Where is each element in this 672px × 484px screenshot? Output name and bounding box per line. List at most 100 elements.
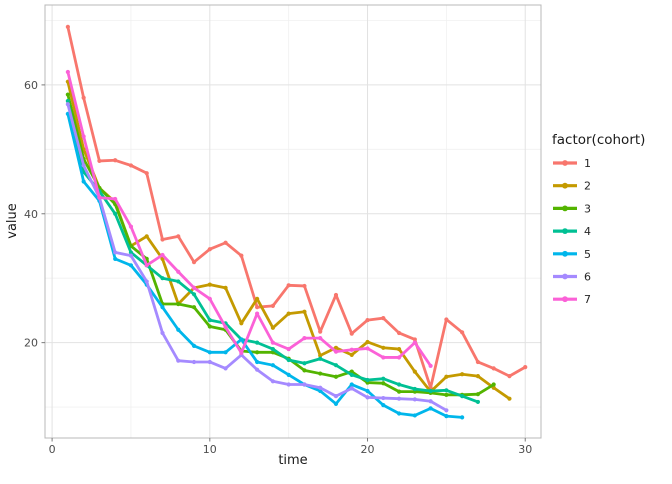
series-point-cohort-5 bbox=[223, 350, 228, 355]
series-point-cohort-4 bbox=[65, 98, 70, 104]
series-point-cohort-5 bbox=[128, 263, 134, 268]
series-point-cohort-1 bbox=[160, 237, 165, 242]
series-point-cohort-4 bbox=[113, 211, 118, 216]
series-point-cohort-5 bbox=[365, 388, 370, 394]
series-point-cohort-1 bbox=[97, 158, 102, 164]
panel-border bbox=[44, 4, 542, 439]
series-point-cohort-6 bbox=[128, 253, 134, 258]
series-point-cohort-7 bbox=[191, 285, 197, 290]
series-point-cohort-4 bbox=[176, 279, 181, 284]
series-point-cohort-1 bbox=[491, 366, 496, 371]
series-point-cohort-5 bbox=[396, 411, 402, 416]
series-point-cohort-2 bbox=[396, 346, 402, 352]
series-point-cohort-7 bbox=[128, 224, 134, 229]
series-point-cohort-6 bbox=[428, 399, 433, 404]
legend-key-point bbox=[562, 296, 568, 303]
series-point-cohort-3 bbox=[396, 389, 402, 394]
series-point-cohort-6 bbox=[286, 382, 291, 387]
series-point-cohort-7 bbox=[286, 346, 291, 352]
series-point-cohort-6 bbox=[207, 359, 212, 365]
series-point-cohort-7 bbox=[318, 336, 323, 341]
series-point-cohort-2 bbox=[270, 325, 275, 330]
series-line-cohort-1 bbox=[66, 25, 527, 390]
legend-title: factor(cohort) bbox=[552, 132, 645, 148]
x-tick-label: 0 bbox=[49, 443, 56, 456]
series-point-cohort-1 bbox=[412, 337, 417, 342]
series-point-cohort-5 bbox=[318, 388, 323, 394]
series-point-cohort-2 bbox=[349, 352, 354, 357]
legend-key-point bbox=[562, 228, 568, 235]
series-point-cohort-6 bbox=[176, 358, 181, 363]
legend-key-point bbox=[562, 250, 568, 257]
series-point-cohort-1 bbox=[396, 330, 402, 336]
series-point-cohort-6 bbox=[396, 396, 402, 401]
series-point-cohort-1 bbox=[176, 234, 181, 239]
series-point-cohort-1 bbox=[270, 303, 275, 309]
series-point-cohort-5 bbox=[381, 403, 386, 408]
series-point-cohort-4 bbox=[270, 346, 275, 352]
series-point-cohort-2 bbox=[507, 396, 512, 401]
series-point-cohort-4 bbox=[428, 388, 433, 394]
legend: factor(cohort) 1 2 3 4 5 6 7 bbox=[552, 132, 645, 306]
series-point-cohort-4 bbox=[318, 356, 323, 361]
series-point-cohort-7 bbox=[255, 311, 260, 316]
y-tick-label: 40 bbox=[24, 208, 38, 221]
series-point-cohort-3 bbox=[65, 92, 70, 97]
series-point-cohort-7 bbox=[428, 363, 433, 368]
series-point-cohort-2 bbox=[318, 353, 323, 358]
series-point-cohort-4 bbox=[191, 292, 197, 297]
series-point-cohort-6 bbox=[81, 163, 86, 168]
series-point-cohort-1 bbox=[349, 331, 354, 336]
axis-ticks: 0 10 20 30 20 40 60 bbox=[24, 79, 532, 456]
series-point-cohort-4 bbox=[349, 372, 354, 377]
series-point-cohort-4 bbox=[381, 376, 386, 381]
series-point-cohort-1 bbox=[81, 95, 86, 100]
series-point-cohort-3 bbox=[207, 324, 212, 329]
series-point-cohort-5 bbox=[333, 401, 339, 406]
legend-key-point bbox=[562, 205, 568, 212]
series-point-cohort-2 bbox=[286, 311, 291, 316]
series-point-cohort-6 bbox=[302, 382, 307, 387]
series-point-cohort-3 bbox=[191, 305, 197, 310]
series-point-cohort-3 bbox=[475, 392, 481, 397]
series-point-cohort-6 bbox=[270, 379, 275, 384]
series-point-cohort-2 bbox=[239, 321, 244, 326]
series-point-cohort-4 bbox=[160, 276, 165, 281]
series-point-cohort-3 bbox=[381, 381, 386, 386]
legend-entry-label: 2 bbox=[584, 180, 591, 193]
series-point-cohort-5 bbox=[412, 413, 417, 418]
series-point-cohort-1 bbox=[255, 305, 260, 310]
series-line-cohort-7 bbox=[66, 70, 433, 368]
series-point-cohort-1 bbox=[333, 292, 339, 298]
series-point-cohort-2 bbox=[144, 234, 149, 239]
series-point-cohort-6 bbox=[65, 102, 70, 107]
legend-entry-label: 5 bbox=[584, 248, 591, 261]
series-point-cohort-6 bbox=[160, 330, 165, 336]
series-point-cohort-7 bbox=[239, 350, 244, 356]
series-point-cohort-4 bbox=[302, 361, 307, 366]
series-point-cohort-7 bbox=[302, 336, 307, 341]
x-tick-label: 30 bbox=[518, 443, 532, 456]
series-point-cohort-6 bbox=[365, 395, 370, 400]
legend-key-point bbox=[562, 273, 568, 280]
series-point-cohort-1 bbox=[207, 247, 212, 252]
series-point-cohort-1 bbox=[365, 317, 370, 323]
legend-entry-label: 4 bbox=[584, 225, 591, 238]
series-point-cohort-5 bbox=[191, 343, 197, 348]
series-point-cohort-5 bbox=[270, 363, 275, 368]
series-point-cohort-6 bbox=[381, 395, 386, 401]
series-point-cohort-1 bbox=[113, 158, 118, 163]
series-point-cohort-2 bbox=[365, 339, 370, 345]
series-point-cohort-2 bbox=[444, 374, 449, 379]
series-point-cohort-7 bbox=[113, 196, 118, 202]
series-point-cohort-7 bbox=[144, 263, 149, 268]
series-point-cohort-5 bbox=[81, 179, 86, 184]
series-point-cohort-1 bbox=[239, 253, 244, 258]
series-point-cohort-5 bbox=[460, 415, 465, 420]
series-point-cohort-7 bbox=[365, 346, 370, 351]
series-point-cohort-1 bbox=[144, 171, 149, 176]
series-point-cohort-4 bbox=[412, 386, 417, 392]
series-point-cohort-6 bbox=[333, 394, 339, 399]
